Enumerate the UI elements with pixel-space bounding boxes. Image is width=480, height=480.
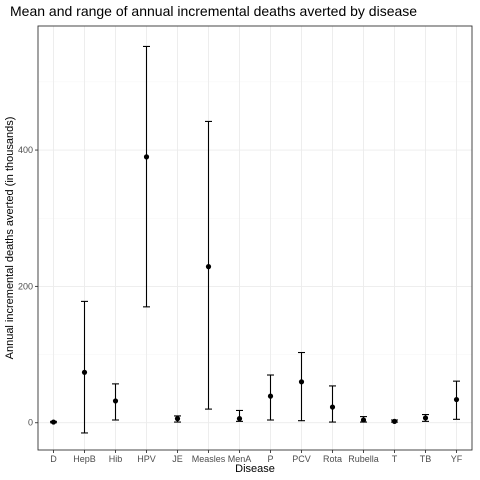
x-tick-label: JE xyxy=(172,454,183,464)
x-axis-title: Disease xyxy=(235,463,275,475)
point-mena xyxy=(236,416,243,422)
point-rota xyxy=(329,404,336,410)
point-je xyxy=(174,416,181,422)
points xyxy=(50,154,460,425)
x-axis: D HepB Hib HPV JE Measles MenA P PCV Rota Rubella T… xyxy=(50,450,463,464)
error-bar-rota xyxy=(329,385,336,423)
x-tick-label: Rubella xyxy=(348,454,379,464)
point-measles xyxy=(205,264,212,270)
x-tick-label: PCV xyxy=(292,454,311,464)
point-hepb xyxy=(81,369,88,375)
x-tick-label: Rota xyxy=(323,454,342,464)
y-tick-label: 0 xyxy=(28,418,33,428)
point-rubella xyxy=(360,417,367,423)
error-bar-hepb xyxy=(81,300,88,434)
x-tick-label: HepB xyxy=(73,454,96,464)
point-p xyxy=(267,393,274,399)
grid xyxy=(38,26,472,450)
x-tick-label: T xyxy=(392,454,398,464)
panel-border xyxy=(37,25,473,451)
point-tb xyxy=(422,415,429,421)
x-tick-label: Measles xyxy=(192,454,226,464)
y-axis-title: Annual incremental deaths averted (in th… xyxy=(4,117,16,360)
x-tick-label: HPV xyxy=(137,454,156,464)
point-yf xyxy=(453,396,460,403)
error-bar-hpv xyxy=(143,45,150,308)
chart-title: Mean and range of annual incremental dea… xyxy=(10,3,417,19)
point-d xyxy=(50,419,57,425)
point-hib xyxy=(112,398,119,404)
x-tick-label: Hib xyxy=(109,454,123,464)
x-tick-label: YF xyxy=(451,454,463,464)
y-tick-label: 400 xyxy=(18,145,33,155)
y-tick-label: 200 xyxy=(18,281,33,291)
point-pcv xyxy=(298,379,305,385)
x-tick-label: P xyxy=(267,454,273,464)
x-tick-label: MenA xyxy=(228,454,252,464)
y-axis: 0 200 400 xyxy=(18,145,38,428)
error-bar-pcv xyxy=(298,351,305,422)
point-t xyxy=(391,418,398,424)
x-tick-label: TB xyxy=(420,454,432,464)
error-bars xyxy=(50,45,460,434)
point-hpv xyxy=(143,154,150,160)
x-tick-label: D xyxy=(50,454,57,464)
